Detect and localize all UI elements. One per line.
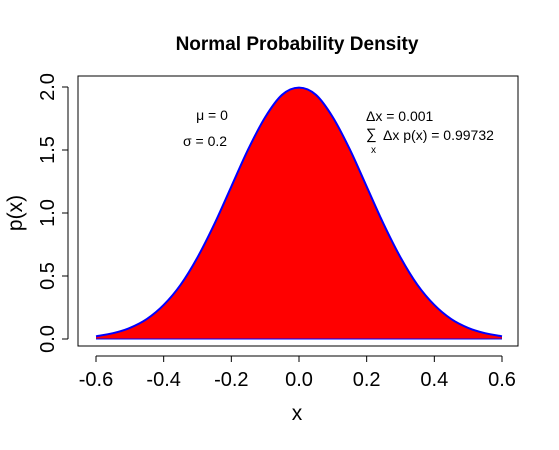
sigma-annotation: σ = 0.2 [183, 133, 227, 149]
x-tick-label: 0.0 [285, 369, 313, 391]
y-axis-label: p(x) [4, 195, 27, 231]
x-axis-label: x [292, 402, 303, 425]
sum-symbol: ∑ [366, 126, 377, 143]
y-tick-label: 0.5 [37, 262, 59, 290]
plot-frame [77, 75, 519, 347]
y-tick-label: 1.5 [37, 136, 59, 164]
x-tick-label: -0.6 [79, 369, 113, 391]
density-curve [95, 86, 503, 338]
density-area [96, 87, 502, 339]
x-tick-label: 0.6 [488, 369, 516, 391]
x-tick-label: -0.2 [214, 369, 248, 391]
y-tick-label: 0.0 [37, 325, 59, 353]
x-axis: -0.6 -0.4 -0.2 0.0 0.2 0.4 0.6 [79, 355, 516, 391]
dx-annotation: Δx = 0.001 [366, 108, 434, 124]
y-tick-label: 1.0 [37, 199, 59, 227]
y-tick-label: 2.0 [37, 73, 59, 101]
x-tick-label: 0.2 [353, 369, 381, 391]
y-axis: 0.0 0.5 1.0 1.5 2.0 [37, 73, 69, 353]
plot-area [77, 75, 519, 347]
sum-subscript: x [371, 145, 376, 156]
sum-annotation: Δx p(x) = 0.99732 [383, 127, 494, 143]
mu-annotation: μ = 0 [196, 107, 228, 123]
x-tick-label: 0.4 [420, 369, 448, 391]
x-tick-label: -0.4 [146, 369, 180, 391]
chart-title: Normal Probability Density [176, 34, 419, 55]
